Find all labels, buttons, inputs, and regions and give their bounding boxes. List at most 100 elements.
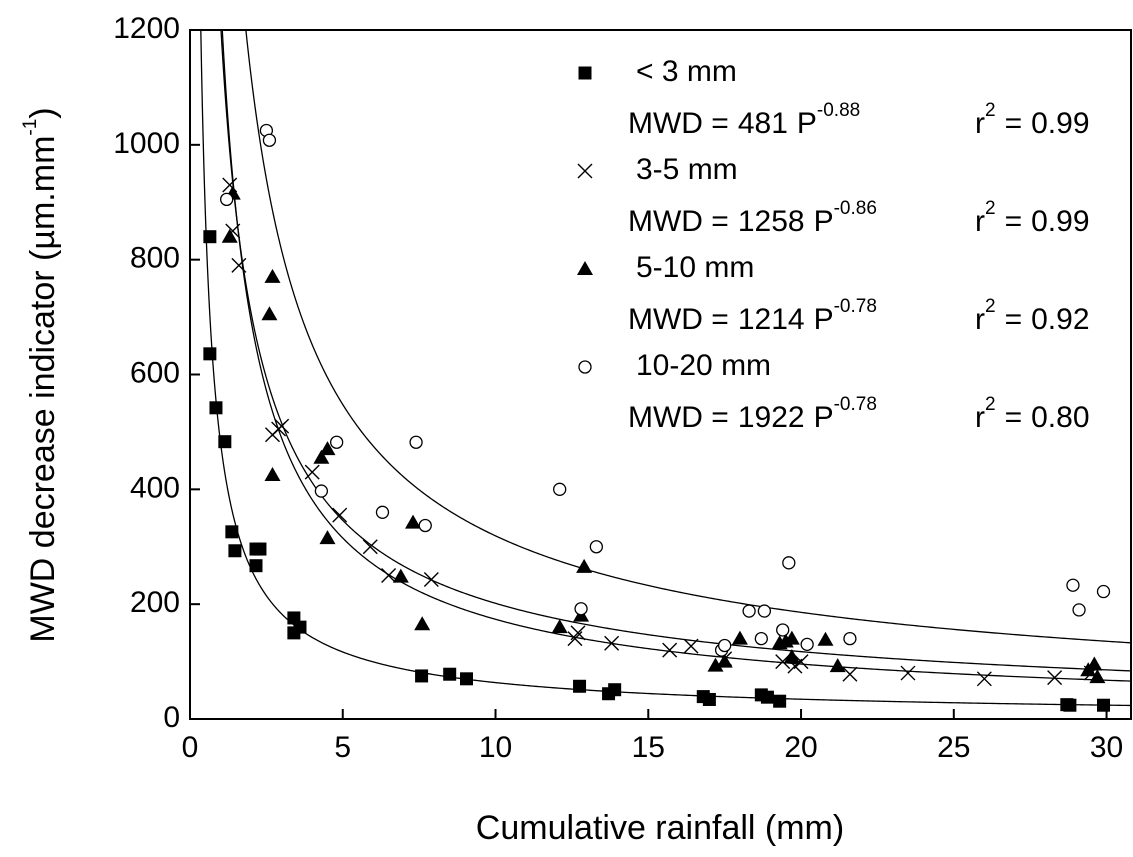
r2-equals: = [1005,205,1023,238]
point [418,518,432,533]
point [293,620,307,634]
point [783,648,800,663]
r2-symbol: r [975,303,985,336]
point [261,306,278,321]
point [221,228,238,243]
point [1089,669,1106,684]
y-tick-label: 800 [130,242,180,275]
point [553,482,567,496]
fit-r2: r2 = 0.99 [975,198,1090,238]
legend-marker [577,163,593,179]
r2-value: 0.99 [1031,205,1089,238]
fit-exponent: -0.78 [834,296,877,317]
point [782,556,796,570]
point [773,694,787,708]
point [304,464,320,480]
point [842,666,858,682]
point [225,525,239,539]
point [314,484,329,498]
fit-equation: MWD = 1922 P-0.78 [628,394,877,434]
point [608,683,622,697]
point [776,623,790,637]
fit-variable: P [814,205,834,238]
legend-marker [577,261,593,275]
x-tick-label: 0 [182,731,199,764]
point [209,401,223,415]
point [702,692,716,706]
fit-response: MWD = [628,205,729,238]
point [1086,656,1103,671]
fit-equation: MWD = 1214 P-0.78 [628,296,877,336]
r2-power: 2 [985,100,996,121]
point [319,441,336,456]
r2-power: 2 [985,394,996,415]
x-tick-label: 25 [937,731,970,764]
point [1072,603,1086,617]
point [1063,698,1077,712]
point [843,631,857,646]
y-tick-label: 0 [163,701,180,734]
legend-marker [578,66,592,80]
r2-power: 2 [985,198,996,219]
fit-exponent: -0.78 [834,394,877,415]
y-tick-label: 600 [130,356,180,389]
point [313,449,330,464]
fit-curve [220,30,1131,672]
fit-equation: MWD = 1258 P-0.86 [628,198,877,238]
point [716,653,733,668]
point [1047,670,1063,686]
r2-value: 0.92 [1031,303,1089,336]
r2-power: 2 [985,296,996,317]
point [203,347,217,361]
point [574,602,588,616]
point [760,690,774,704]
r2-symbol: r [975,205,985,238]
fit-curve [221,30,1131,682]
r2-symbol: r [975,401,985,434]
point [551,619,568,634]
legend-marker [578,360,592,374]
point [900,665,916,681]
fit-r2: r2 = 0.80 [975,394,1090,434]
point [381,567,397,583]
point [375,505,390,519]
x-tick-label: 30 [1090,731,1123,764]
point [262,133,277,147]
fit-response: MWD = [628,401,729,434]
point [1066,578,1080,592]
y-tick-label: 1000 [113,127,180,160]
r2-equals: = [1005,107,1023,140]
point [742,604,756,618]
point [1097,698,1111,712]
point [800,637,814,652]
point [754,631,768,646]
point [570,625,586,641]
point [573,679,587,693]
plot-area [200,30,1131,712]
point [604,635,620,651]
point [220,192,234,207]
fit-exponent: -0.88 [817,100,860,121]
fit-coefficient: 481 [738,107,788,140]
point [329,435,344,449]
point [976,671,992,687]
fit-variable: P [814,303,834,336]
point [817,631,834,646]
y-axis-title-text: MWD decrease indicator (µm.mm [24,136,62,643]
point [203,230,217,244]
legend-label: 10-20 mm [636,349,771,382]
y-axis-title-end: ) [24,107,62,118]
fit-response: MWD = [628,303,729,336]
legend-label: < 3 mm [636,55,737,88]
point [1096,584,1111,599]
y-axis-title: MWD decrease indicator (µm.mm-1) [20,107,62,642]
point [264,466,281,481]
point [662,642,678,658]
fit-r2: r2 = 0.99 [975,100,1090,140]
x-tick-label: 5 [334,731,351,764]
y-tick-label: 1200 [113,12,180,45]
point [405,514,422,529]
point [264,268,281,283]
